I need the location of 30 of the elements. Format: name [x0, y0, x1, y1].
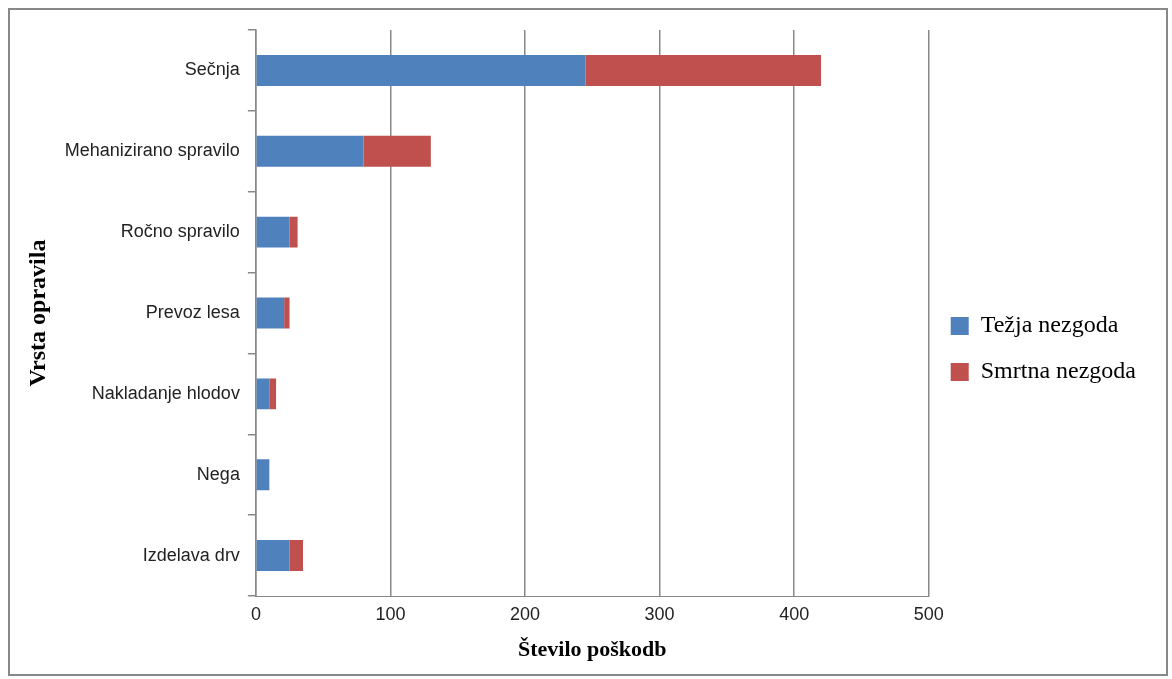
bar [256, 54, 586, 86]
bar [256, 459, 270, 491]
legend-label: Smrtna nezgoda [980, 357, 1137, 384]
x-tick-label: 400 [779, 603, 810, 624]
bar [289, 540, 303, 572]
bar [289, 216, 298, 248]
bar [585, 54, 822, 86]
y-tick-label: Mehanizirano spravilo [64, 140, 240, 161]
bar [363, 135, 431, 167]
x-tick-label: 100 [375, 603, 406, 624]
bar [284, 297, 290, 329]
x-axis-title: Število poškodb [518, 636, 667, 662]
x-tick-label: 200 [509, 603, 541, 624]
y-tick-label: Izdelava drv [142, 544, 240, 565]
y-tick-label: Ročno spravilo [120, 221, 240, 242]
bar [256, 378, 270, 410]
legend-label: Težja nezgoda [980, 311, 1119, 338]
y-tick-label: Prevoz lesa [145, 301, 241, 322]
bar [256, 135, 364, 167]
y-tick-label: Sečnja [184, 59, 241, 80]
y-axis-title: Vrsta opravila [23, 239, 50, 387]
bar [256, 216, 290, 248]
x-tick-label: 0 [250, 603, 261, 624]
x-tick-label: 300 [644, 603, 675, 624]
y-tick-label: Nakladanje hlodov [91, 382, 240, 403]
bar [256, 297, 285, 329]
bar [256, 540, 290, 572]
x-tick-label: 500 [913, 603, 944, 624]
y-tick-label: Nega [196, 463, 241, 484]
bar [269, 378, 277, 410]
